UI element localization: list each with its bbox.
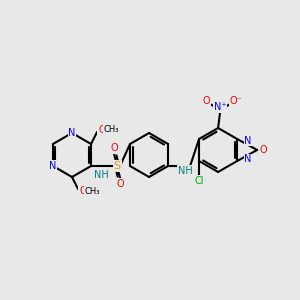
Text: NH: NH — [94, 170, 108, 180]
Text: N: N — [244, 136, 252, 146]
Text: O: O — [110, 143, 118, 153]
Text: O: O — [202, 96, 210, 106]
Text: N: N — [244, 154, 252, 164]
Text: Cl: Cl — [194, 176, 204, 186]
Text: O⁻: O⁻ — [230, 96, 242, 106]
Text: S: S — [113, 161, 121, 171]
Text: CH₃: CH₃ — [103, 125, 119, 134]
Text: NH: NH — [178, 166, 193, 176]
Text: O: O — [98, 125, 106, 135]
Text: N: N — [68, 128, 76, 138]
Text: CH₃: CH₃ — [84, 187, 100, 196]
Text: O: O — [79, 186, 87, 196]
Text: O: O — [116, 179, 124, 189]
Text: N: N — [49, 161, 57, 171]
Text: O: O — [259, 145, 267, 155]
Text: N⁺: N⁺ — [214, 102, 226, 112]
